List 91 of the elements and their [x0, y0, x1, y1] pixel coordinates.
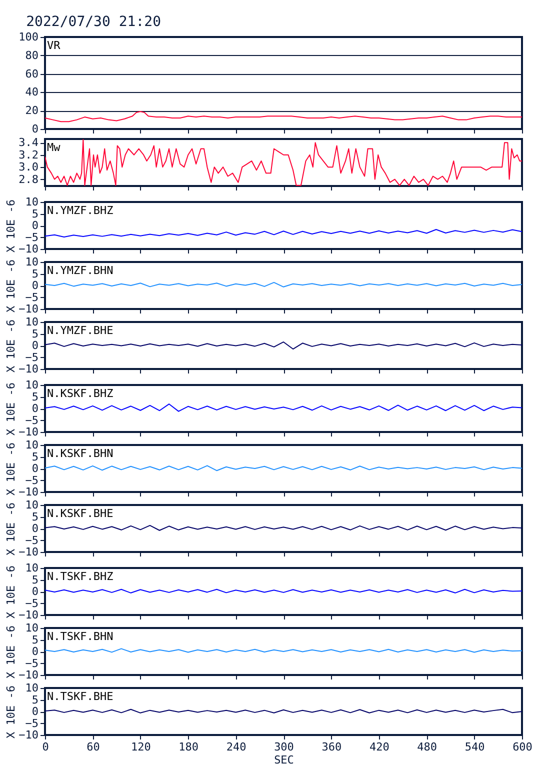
y-tick-label: 100 [18, 30, 38, 44]
annotation: N.TSKF.BHZ [47, 570, 114, 583]
y-tick-label: 0 [32, 522, 38, 535]
y-tick-label: −10 [18, 486, 38, 498]
annotation: VR [47, 39, 61, 52]
annotation: Mw [47, 141, 61, 154]
y-axis-title: X 10E -6 [4, 626, 18, 678]
y-tick-label: 5 [32, 267, 38, 280]
y-tick-label: −10 [18, 302, 38, 316]
x-tick-label: 60 [86, 740, 100, 754]
y-tick-label: 20 [25, 104, 38, 118]
y-axis-title: X 10E -6 [4, 382, 18, 436]
y-tick-label: −5 [25, 474, 38, 487]
y-tick-label: −5 [25, 290, 38, 304]
y-tick-label: −10 [18, 546, 38, 558]
y-tick-label: 2.8 [18, 172, 38, 186]
y-tick-label: −10 [18, 728, 38, 742]
y-tick-label: 5 [32, 573, 38, 586]
x-tick-label: 600 [512, 740, 532, 754]
x-tick-label: 480 [417, 740, 438, 754]
x-tick-label: 540 [464, 740, 485, 754]
y-tick-label: 0 [32, 122, 38, 136]
y-axis-title: X 10E -6 [4, 320, 18, 372]
y-tick-label: 80 [25, 48, 38, 62]
y-axis-title: X 10E -6 [4, 200, 18, 252]
y-tick-label: 0 [32, 462, 38, 475]
y-tick-label: 5 [32, 450, 38, 464]
y-tick-label: 5 [32, 633, 38, 646]
y-tick-label: 10 [25, 378, 38, 392]
x-tick-label: 0 [42, 740, 49, 754]
annotation: N.KSKF.BHE [47, 507, 114, 520]
y-tick-label: 10 [25, 256, 38, 268]
y-tick-label: 0 [32, 219, 38, 232]
y-tick-label: −5 [25, 350, 38, 364]
y-axis-title: X 10E -6 [4, 260, 18, 312]
y-tick-label: 0 [32, 402, 38, 415]
y-tick-label: −10 [18, 362, 38, 376]
line-series [45, 228, 522, 238]
annotation: N.YMZF.BHE [47, 324, 114, 337]
line-series [45, 341, 522, 350]
y-tick-label: 10 [25, 196, 38, 208]
y-axis-title: X 10E -6 [4, 442, 18, 496]
y-tick-label: −5 [25, 716, 38, 730]
annotation: N.TSKF.BHN [47, 630, 114, 643]
chart-title: 2022/07/30 21:20 [26, 14, 161, 30]
y-tick-label: −10 [18, 668, 38, 682]
y-tick-label: 3.2 [18, 148, 38, 162]
x-tick-label: 420 [369, 740, 390, 754]
annotation: N.KSKF.BHZ [47, 387, 114, 400]
y-tick-label: −5 [25, 230, 38, 244]
x-tick-label: 300 [274, 740, 294, 754]
y-tick-label: 5 [32, 390, 38, 404]
annotation: N.KSKF.BHN [47, 447, 114, 460]
y-tick-label: 10 [25, 622, 38, 634]
x-tick-label: 360 [322, 740, 342, 754]
y-tick-label: 3.0 [18, 160, 38, 174]
y-axis-title: X 10E -6 [4, 686, 18, 738]
y-tick-label: 0 [32, 585, 38, 598]
y-tick-label: 0 [32, 339, 38, 352]
y-tick-label: 10 [25, 682, 38, 694]
annotation: N.YMZF.BHN [47, 264, 114, 277]
y-tick-label: 5 [32, 510, 38, 524]
y-tick-label: 5 [32, 693, 38, 706]
y-tick-label: 60 [25, 67, 38, 80]
y-tick-label: 10 [25, 562, 38, 574]
annotation: N.TSKF.BHE [47, 690, 114, 703]
line-series [45, 404, 522, 412]
x-axis-title: SEC [274, 754, 294, 766]
y-tick-label: 0 [32, 645, 38, 658]
y-tick-label: −5 [25, 656, 38, 670]
y-axis-title: X 10E -6 [4, 502, 18, 556]
y-tick-label: 10 [25, 438, 38, 452]
y-tick-label: 40 [25, 86, 38, 99]
y-tick-label: 10 [25, 316, 38, 328]
y-tick-label: −5 [25, 534, 38, 547]
y-tick-label: 3.4 [18, 136, 39, 150]
x-tick-label: 240 [226, 740, 246, 754]
y-tick-label: 0 [32, 279, 38, 292]
y-tick-label: −5 [25, 596, 38, 610]
y-tick-label: −10 [18, 242, 38, 256]
y-axis-title: X 10E -6 [4, 566, 18, 618]
x-tick-label: 120 [130, 740, 151, 754]
y-tick-label: −10 [18, 608, 38, 622]
y-tick-label: 5 [32, 207, 38, 220]
y-tick-label: 5 [32, 327, 38, 340]
annotation: N.YMZF.BHZ [47, 204, 114, 217]
y-tick-label: 10 [25, 498, 38, 512]
y-tick-label: −10 [18, 426, 38, 438]
y-tick-label: 0 [32, 705, 38, 718]
y-tick-label: −5 [25, 414, 38, 427]
x-tick-label: 180 [178, 740, 199, 754]
